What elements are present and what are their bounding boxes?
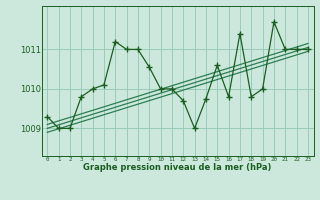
X-axis label: Graphe pression niveau de la mer (hPa): Graphe pression niveau de la mer (hPa) (84, 163, 272, 172)
